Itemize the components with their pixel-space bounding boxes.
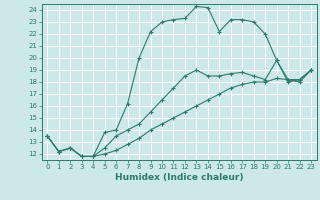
- X-axis label: Humidex (Indice chaleur): Humidex (Indice chaleur): [115, 173, 244, 182]
